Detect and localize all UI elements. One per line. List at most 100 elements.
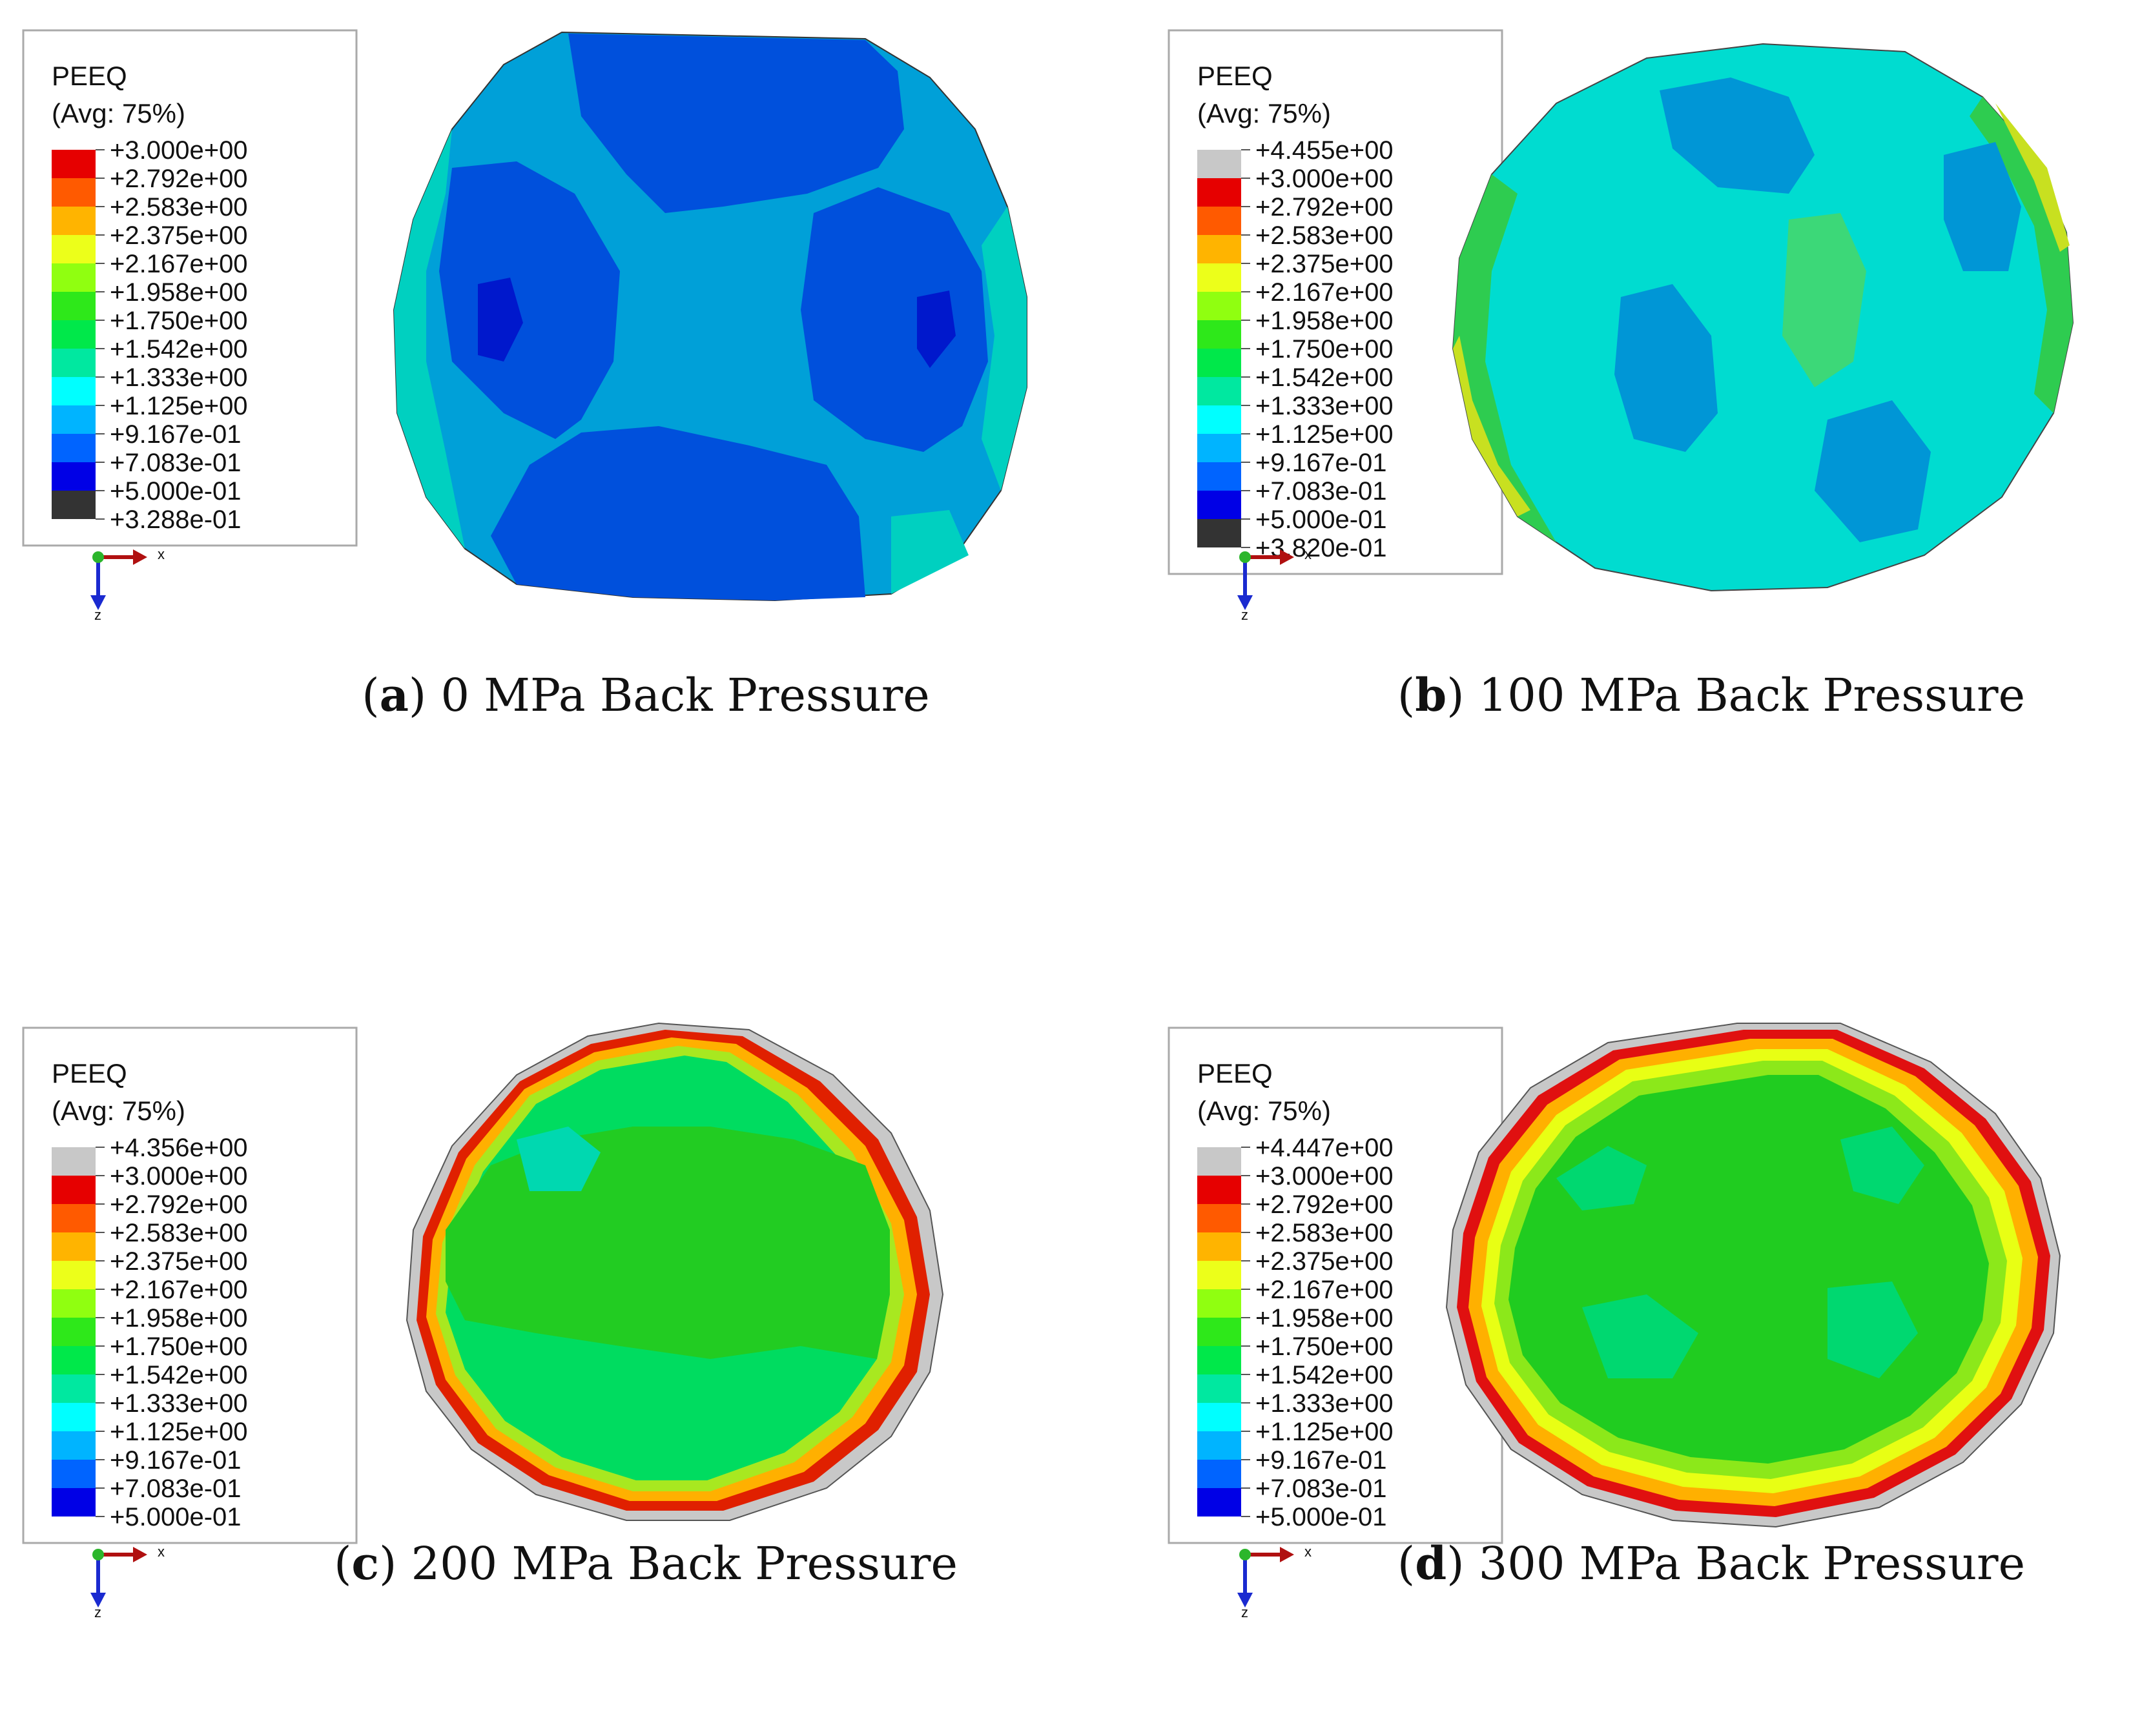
legend-value: +1.750e+00 <box>1255 335 1394 363</box>
legend-swatch <box>1197 263 1241 292</box>
legend-value: +2.167e+00 <box>1255 278 1394 307</box>
legend-value: +2.792e+00 <box>1255 193 1394 221</box>
legend-value: +1.542e+00 <box>110 1361 248 1389</box>
contour-plot-b <box>1452 43 2074 592</box>
axis-z-label: z <box>1241 607 1248 623</box>
legend-swatch <box>1197 1204 1241 1232</box>
legend-value: +2.792e+00 <box>110 1190 248 1219</box>
legend-value: +7.083e-01 <box>110 449 242 477</box>
legend-value: +2.375e+00 <box>1255 250 1394 278</box>
legend-title: PEEQ <box>52 1058 127 1088</box>
legend-value: +2.583e+00 <box>1255 1219 1394 1247</box>
legend-title: PEEQ <box>1197 1058 1273 1088</box>
legend-value: +1.750e+00 <box>110 1333 248 1361</box>
legend-swatch <box>52 207 96 235</box>
legend-swatch <box>52 178 96 207</box>
legend-value: +2.583e+00 <box>110 193 248 221</box>
legend-swatches <box>52 1147 96 1516</box>
legend-value: +3.000e+00 <box>1255 1162 1394 1190</box>
legend-value: +7.083e-01 <box>1255 1475 1387 1503</box>
legend-value: +1.958e+00 <box>1255 307 1394 335</box>
axis-x-label: x <box>1304 1544 1312 1560</box>
legend-value: +2.375e+00 <box>110 1247 248 1276</box>
legend-title: PEEQ <box>1197 61 1273 91</box>
legend-swatch <box>1197 1232 1241 1261</box>
panel-c: PEEQ (Avg: 75%) +4.356e+00 +3.000e+00 +2.7… <box>0 868 1066 1736</box>
panel-a: PEEQ (Avg: 75%) +3.000e+00 +2.792e+00 +2.5… <box>0 0 1066 868</box>
legend-swatch <box>1197 462 1241 491</box>
legend-swatch <box>1197 1374 1241 1403</box>
caption-d-text: 300 MPa Back Pressure <box>1478 1537 2026 1590</box>
legend-swatch <box>52 235 96 263</box>
legend-swatch <box>52 1232 96 1261</box>
panel-d-graphic: PEEQ (Avg: 75%) +4.447e+00+3.000e+00+2.7… <box>1168 1023 2061 1620</box>
legend-swatch <box>52 1488 96 1516</box>
legend-swatch <box>1197 405 1241 434</box>
legend-swatch <box>1197 1176 1241 1204</box>
panel-a-graphic: PEEQ (Avg: 75%) +3.000e+00+2.792e+00+2.5… <box>22 29 1027 623</box>
legend-swatch <box>52 377 96 405</box>
legend-swatch <box>1197 235 1241 263</box>
legend-value: +2.792e+00 <box>110 165 248 193</box>
legend-value: +5.000e-01 <box>1255 505 1387 534</box>
legend-swatch <box>1197 292 1241 320</box>
legend-value: +7.083e-01 <box>1255 477 1387 505</box>
legend-swatch <box>52 405 96 434</box>
legend-swatch <box>1197 519 1241 547</box>
legend-swatch <box>52 292 96 320</box>
legend-value: +1.125e+00 <box>1255 1418 1394 1446</box>
legend-value: +1.542e+00 <box>110 335 248 363</box>
caption-c-letter: c <box>351 1537 380 1590</box>
caption-a: (a) 0 MPa Back Pressure <box>362 668 930 722</box>
axis-triad: x z <box>90 1544 165 1620</box>
legend-swatch <box>52 434 96 462</box>
legend-value: +2.583e+00 <box>110 1219 248 1247</box>
legend-swatches <box>1197 150 1241 547</box>
legend-value: +2.167e+00 <box>110 1276 248 1304</box>
legend-avg: (Avg: 75%) <box>52 1096 185 1126</box>
caption-d-letter: d <box>1415 1537 1447 1590</box>
legend-value: +4.356e+00 <box>110 1134 248 1162</box>
legend-value: +1.958e+00 <box>110 1304 248 1333</box>
contour-plot-a <box>393 31 1027 602</box>
panel-b: PEEQ (Avg: 75%) +4.455e+00 +3.000e+00 +2.7… <box>1066 0 2131 868</box>
caption-c: (c) 200 MPa Back Pressure <box>334 1537 958 1590</box>
legend-swatch <box>52 1460 96 1488</box>
legend-value: +9.167e-01 <box>110 1446 242 1475</box>
legend-swatch <box>1197 1460 1241 1488</box>
legend-swatch <box>52 1204 96 1232</box>
legend-value: +1.542e+00 <box>1255 363 1394 392</box>
panel-d: PEEQ (Avg: 75%) +4.447e+00 +3.000e+00 +2.7… <box>1066 868 2131 1736</box>
legend-swatches <box>52 150 96 519</box>
legend-swatch <box>1197 1488 1241 1516</box>
legend-value: +1.333e+00 <box>1255 1389 1394 1418</box>
axis-triad: x z <box>1237 546 1312 623</box>
legend-value: +2.167e+00 <box>1255 1276 1394 1304</box>
legend-swatch <box>1197 1261 1241 1289</box>
axis-z-label: z <box>94 1604 101 1620</box>
caption-b-letter: b <box>1415 668 1447 722</box>
legend-swatch <box>52 1176 96 1204</box>
legend-swatch <box>52 320 96 349</box>
legend-swatch <box>52 1374 96 1403</box>
legend-value: +1.125e+00 <box>110 1418 248 1446</box>
legend-labels: +4.356e+00+3.000e+00+2.792e+00+2.583e+00… <box>96 1134 248 1531</box>
caption-a-letter: a <box>379 668 409 722</box>
legend-avg: (Avg: 75%) <box>1197 1096 1331 1126</box>
legend-value: +1.750e+00 <box>110 307 248 335</box>
axis-triad: x z <box>1237 1544 1312 1620</box>
legend-swatch <box>1197 349 1241 377</box>
panel-b-graphic: PEEQ (Avg: 75%) +4.455e+00+3.000e+00+2.7… <box>1168 29 2074 623</box>
axis-x-label: x <box>1304 546 1312 562</box>
legend-value: +1.125e+00 <box>110 392 248 420</box>
legend-swatch <box>52 263 96 292</box>
legend-value: +9.167e-01 <box>110 420 242 449</box>
legend-swatch <box>52 491 96 519</box>
legend-value: +5.000e-01 <box>1255 1503 1387 1531</box>
panel-c-graphic: PEEQ (Avg: 75%) +4.356e+00+3.000e+00+2.7… <box>22 1022 944 1620</box>
legend-swatch <box>1197 1403 1241 1431</box>
caption-b-text: 100 MPa Back Pressure <box>1478 669 2026 722</box>
legend-swatch <box>1197 150 1241 178</box>
legend-swatch <box>52 1431 96 1460</box>
legend-value: +3.000e+00 <box>1255 165 1394 193</box>
